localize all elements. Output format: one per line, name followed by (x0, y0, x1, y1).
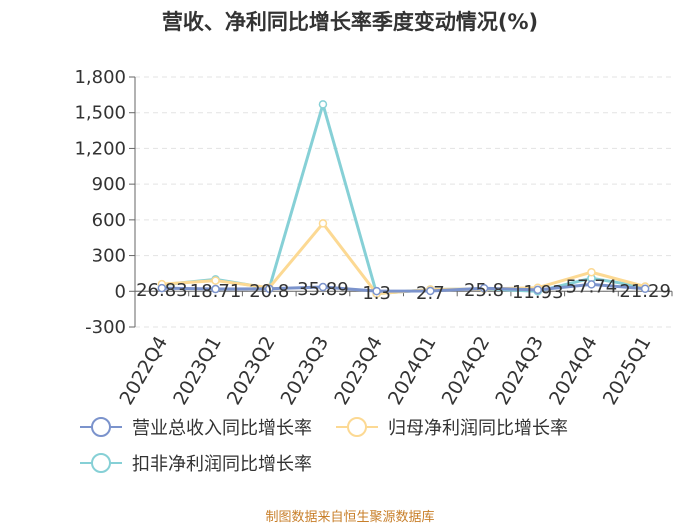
data-point (157, 283, 167, 293)
x-tick-label: 2024Q3 (491, 333, 548, 409)
data-label: 2.7 (416, 283, 445, 304)
legend-circle (91, 417, 111, 437)
legend-item[interactable]: 营业总收入同比增长率 (78, 414, 312, 440)
x-tick-label: 2024Q4 (545, 333, 602, 409)
y-tick-label: 1,500 (74, 103, 126, 124)
x-tick-label: 2023Q4 (330, 333, 387, 409)
legend-circle (91, 453, 111, 473)
y-tick-label: 300 (92, 246, 126, 267)
legend-label: 归母净利润同比增长率 (388, 418, 568, 439)
data-label: 26.83 (136, 280, 188, 301)
data-point (318, 100, 328, 109)
legend-item[interactable]: 归母净利润同比增长率 (334, 414, 568, 440)
x-tick-label: 2022Q4 (115, 333, 172, 409)
data-point (587, 280, 596, 289)
x-tick-label: 2025Q1 (599, 333, 656, 409)
line-chart: -30003006009001,2001,5001,8002022Q42023Q… (74, 67, 673, 409)
y-tick-label: 0 (115, 281, 126, 302)
legend: 营业总收入同比增长率 归母净利润同比增长率扣非净利润同比增长率 (78, 414, 678, 486)
chart-title: 营收、净利同比增长率季度变动情况(%) (161, 10, 539, 34)
series-line (161, 102, 646, 296)
data-label: 20.8 (249, 281, 289, 302)
y-tick-label: 1,200 (74, 138, 126, 159)
y-tick-label: 600 (92, 210, 126, 231)
data-point (211, 284, 220, 294)
data-label: 11.93 (512, 282, 564, 303)
x-tick-label: 2024Q2 (438, 333, 495, 409)
data-point (265, 284, 274, 294)
legend-label: 扣非净利润同比增长率 (132, 454, 312, 475)
legend-circle (347, 417, 367, 437)
data-label: 1.3 (362, 283, 391, 304)
data-label: 35.89 (297, 279, 349, 300)
y-tick-label: 1,800 (74, 67, 126, 88)
legend-label: 营业总收入同比增长率 (132, 418, 312, 439)
data-label: 21.29 (619, 281, 671, 302)
data-point (479, 283, 489, 293)
legend-marker-icon (80, 417, 122, 437)
x-tick-label: 2024Q1 (384, 333, 441, 409)
source-note: 制图数据来自恒生聚源数据库 (265, 510, 435, 525)
y-tick-label: -300 (85, 317, 126, 338)
series-line (161, 282, 646, 293)
data-label: 25.8 (464, 280, 504, 301)
data-point (587, 267, 596, 277)
data-label: 18.71 (190, 281, 242, 302)
x-tick-label: 2023Q2 (223, 333, 280, 409)
legend-item[interactable]: 扣非净利润同比增长率 (78, 450, 312, 476)
y-tick-label: 900 (92, 174, 126, 195)
x-tick-label: 2023Q1 (169, 333, 226, 409)
data-point (426, 286, 435, 296)
data-point (533, 285, 542, 295)
data-label: 57.74 (566, 276, 618, 297)
data-point (318, 282, 328, 292)
legend-marker-icon (80, 453, 122, 473)
data-point (318, 219, 328, 228)
x-tick-label: 2023Q3 (277, 333, 334, 409)
data-point (211, 276, 220, 285)
data-point (640, 284, 650, 294)
data-point (372, 286, 381, 296)
legend-marker-icon (336, 417, 378, 437)
